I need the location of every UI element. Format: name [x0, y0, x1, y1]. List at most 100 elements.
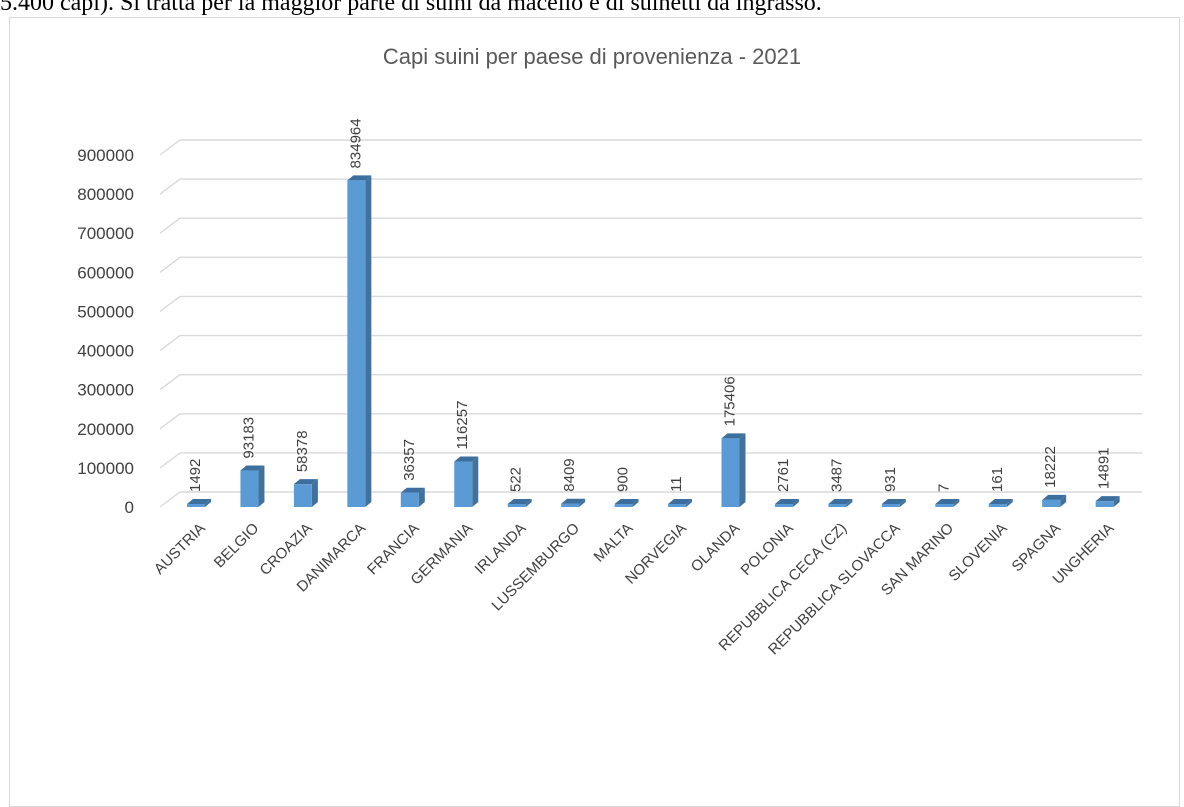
x-axis-ticks: AUSTRIA BELGIOCROAZIADANIMARCAFRANCIAGERM…	[151, 520, 1118, 659]
y-tick-label: 200000	[77, 420, 134, 439]
bars	[187, 175, 1120, 507]
y-axis-ticks: 0 100000 200000 300000 400000 500000 600000 700…	[77, 146, 134, 517]
chart-title: Capi suini per paese di provenienza - 20…	[383, 44, 801, 69]
data-label: 93183	[240, 417, 257, 459]
bar-front	[1095, 501, 1114, 507]
data-label: 11	[668, 476, 685, 492]
bar	[400, 487, 425, 507]
bar	[1095, 496, 1120, 507]
gridline	[159, 373, 1142, 391]
data-label: 900	[615, 467, 632, 492]
bar-front	[293, 484, 312, 507]
bar-front	[828, 504, 847, 507]
bar-side	[1006, 499, 1013, 507]
bar-top	[187, 499, 211, 504]
x-tick-label: SPAGNA	[1009, 520, 1064, 575]
bar-side	[953, 499, 960, 507]
y-tick-label: 0	[125, 498, 134, 517]
bar	[293, 479, 318, 507]
bar-side	[739, 433, 746, 507]
gridline	[159, 295, 1142, 313]
y-tick-label: 400000	[77, 342, 134, 361]
x-tick-label: SLOVENIA	[946, 520, 1011, 585]
bar-side	[525, 499, 532, 507]
data-label: 1492	[187, 459, 204, 492]
bar-side	[311, 479, 318, 507]
bar-front	[1042, 499, 1061, 507]
bar-side	[418, 487, 425, 507]
bar-front	[347, 180, 366, 507]
bar-side	[686, 499, 693, 507]
x-tick-label: AUSTRIA	[151, 520, 209, 578]
bar-front	[187, 504, 205, 507]
bar-side	[792, 499, 799, 507]
y-tick-label: 800000	[77, 185, 134, 204]
data-label: 8409	[561, 458, 578, 491]
y-tick-label: 300000	[77, 381, 134, 400]
gridline	[159, 452, 1142, 469]
data-label: 931	[882, 467, 899, 492]
bar-front	[240, 470, 259, 507]
bar-side	[1113, 496, 1120, 507]
chart-frame	[9, 17, 1180, 807]
bar-front	[988, 504, 1007, 507]
data-label: 175406	[722, 376, 739, 426]
bar-top	[1095, 496, 1120, 502]
bar-top	[774, 499, 799, 504]
data-label: 3487	[828, 459, 845, 492]
bar-top	[1042, 494, 1067, 500]
data-label: 36357	[401, 439, 418, 481]
bar	[828, 499, 853, 507]
y-tick-label: 900000	[77, 146, 134, 165]
bar	[454, 456, 479, 507]
gridline	[159, 217, 1142, 234]
bar-front	[454, 461, 473, 507]
bar-top	[293, 479, 318, 485]
bar-front	[668, 504, 687, 507]
bar-front	[935, 504, 954, 507]
bar-side	[899, 499, 906, 507]
bar-top	[347, 175, 372, 181]
gridline	[159, 139, 1142, 156]
data-label: 18222	[1042, 446, 1059, 488]
bar	[614, 499, 639, 507]
y-tick-label: 700000	[77, 224, 134, 243]
bar	[721, 433, 746, 507]
gridline	[159, 256, 1142, 273]
bar-front	[614, 504, 633, 507]
data-label: 116257	[454, 401, 471, 450]
bar-top	[935, 499, 960, 504]
bar-front	[561, 503, 580, 507]
gridline	[159, 413, 1142, 430]
gridline	[159, 491, 1142, 508]
bar-side	[258, 465, 265, 507]
bar	[240, 465, 265, 507]
bar	[935, 499, 960, 507]
bar	[347, 175, 372, 507]
x-tick-label: BELGIO	[211, 520, 263, 572]
data-label: 834964	[347, 118, 364, 168]
bar-top	[988, 499, 1013, 504]
bar-top	[721, 433, 746, 439]
bar	[881, 499, 906, 507]
bar-front	[774, 504, 793, 507]
data-label: 7	[935, 484, 952, 492]
bar-top	[507, 499, 532, 504]
bar	[507, 499, 532, 507]
data-label: 58378	[294, 430, 311, 472]
bar	[187, 499, 211, 507]
bar	[1042, 494, 1067, 507]
bar-top	[454, 456, 479, 462]
bar-top	[881, 499, 906, 504]
bar-side	[205, 499, 211, 507]
x-tick-label: OLANDA	[688, 520, 744, 576]
x-tick-label: MALTA	[591, 520, 637, 566]
bar-side	[846, 499, 853, 507]
bar-side	[579, 498, 586, 507]
y-tick-label: 500000	[77, 302, 134, 321]
data-label: 14891	[1096, 447, 1113, 489]
data-label: 2761	[775, 459, 792, 492]
bar	[561, 498, 586, 507]
bar-side	[1060, 494, 1067, 507]
